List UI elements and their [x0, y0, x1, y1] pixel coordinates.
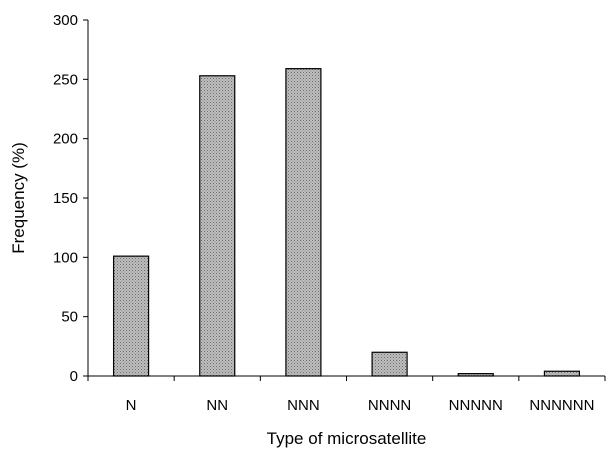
x-category-label: NNNNNN [529, 397, 594, 414]
y-tick-label: 0 [70, 368, 78, 385]
y-axis-title: Frequency (%) [9, 142, 28, 253]
bar-nnnn [371, 351, 408, 377]
x-category-label: NN [206, 397, 228, 414]
y-tick-label: 250 [53, 71, 78, 88]
bar-nnnnnn [543, 370, 581, 377]
bar-n [112, 255, 150, 377]
y-tick-label: 50 [61, 309, 78, 326]
x-category-label: NNNN [368, 397, 411, 414]
x-category-label: NNN [287, 397, 320, 414]
bar-nnn [285, 68, 322, 377]
y-tick-label: 300 [53, 12, 78, 29]
x-category-label: NNNNN [449, 397, 503, 414]
x-axis-title: Type of microsatellite [267, 429, 427, 448]
bar-nn [199, 75, 236, 377]
y-tick-label: 200 [53, 131, 78, 148]
y-ticks-group: 0 50 100 150 200 250 300 [53, 12, 88, 385]
y-tick-label: 150 [53, 190, 78, 207]
bars-group [112, 68, 581, 377]
x-category-label: N [126, 397, 137, 414]
axes-group [87, 20, 605, 377]
x-ticks-group: N NN NNN NNNN NNNNN NNNNNN [87, 376, 606, 414]
y-tick-label: 100 [53, 249, 78, 266]
